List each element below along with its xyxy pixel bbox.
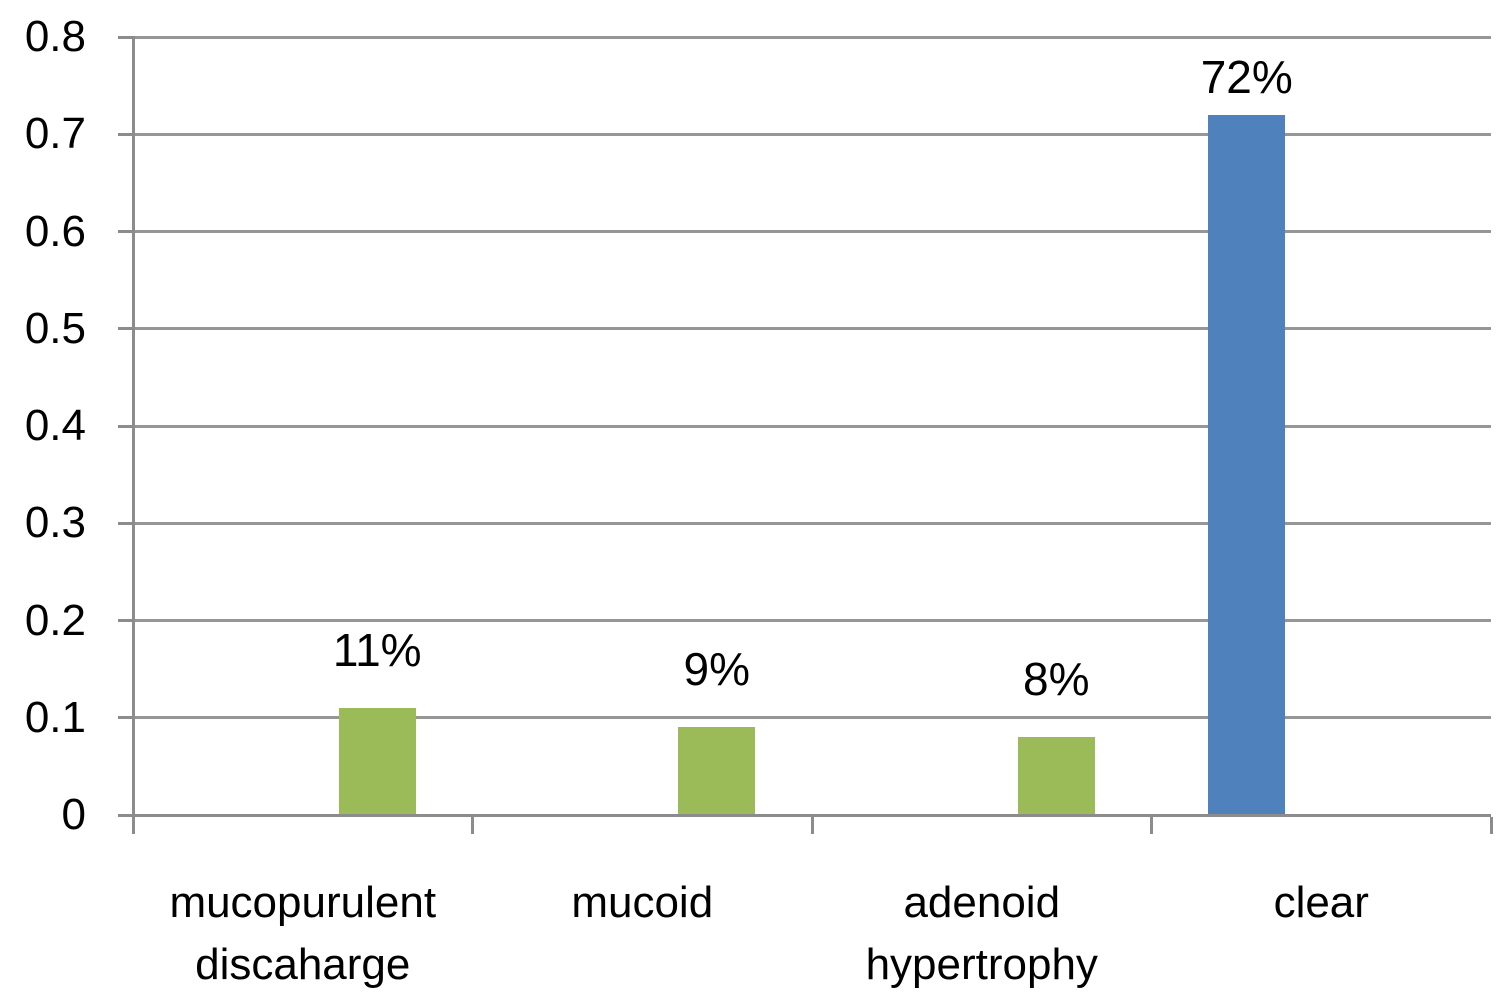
- y-axis-tick: [118, 716, 133, 720]
- x-axis-tick: [131, 816, 135, 834]
- x-category-label-line: mucopurulent: [169, 878, 437, 927]
- x-category-label-line: mucoid: [571, 878, 714, 927]
- y-axis-tick: [118, 521, 133, 525]
- x-axis-line: [118, 813, 1491, 817]
- gridline: [133, 424, 1491, 428]
- y-axis-label: 0.2: [24, 595, 86, 645]
- y-axis-label: 0.6: [24, 206, 86, 256]
- gridline: [133, 35, 1491, 39]
- y-axis-tick: [118, 327, 133, 331]
- x-axis-tick: [810, 816, 814, 834]
- gridline: [133, 230, 1491, 233]
- gridline: [133, 132, 1491, 136]
- gridline: [133, 619, 1491, 622]
- x-axis-tick: [1150, 816, 1153, 834]
- x-category-label: clear: [1101, 872, 1500, 934]
- bar: [338, 708, 416, 815]
- bar-value-label: 9%: [683, 643, 750, 696]
- y-axis-label: 0.7: [24, 109, 86, 159]
- y-axis-label: 0.4: [24, 401, 86, 450]
- y-axis-tick: [118, 619, 133, 622]
- y-axis-tick: [118, 230, 133, 233]
- x-category-label: mucoid: [422, 872, 862, 934]
- y-axis-label: 0.3: [24, 498, 86, 548]
- gridline: [133, 327, 1491, 331]
- y-axis-line: [131, 35, 135, 832]
- gridline: [133, 716, 1491, 720]
- y-axis-label: 0.5: [24, 303, 86, 353]
- y-axis-label: 0.1: [24, 692, 86, 742]
- x-axis-tick: [471, 816, 474, 834]
- y-axis-tick: [118, 424, 133, 428]
- y-axis-label: 0: [61, 790, 86, 839]
- x-category-label-line: clear: [1273, 878, 1369, 927]
- x-axis-tick: [1489, 816, 1493, 834]
- x-category-label-line: hypertrophy: [865, 940, 1098, 989]
- y-axis-tick: [118, 132, 133, 136]
- gridline: [133, 521, 1491, 525]
- bar: [678, 727, 756, 815]
- x-category-label: adenoid hypertrophy: [762, 872, 1202, 996]
- x-category-label: mucopurulent discaharge: [83, 872, 523, 996]
- bar-value-label: 11%: [332, 624, 422, 677]
- x-category-label-line: discaharge: [195, 940, 411, 989]
- bar-value-label: 72%: [1200, 50, 1293, 103]
- bar-value-label: 8%: [1023, 653, 1090, 706]
- bar: [1017, 737, 1095, 815]
- y-axis-label: 0.8: [24, 12, 86, 61]
- y-axis-tick: [118, 35, 133, 39]
- x-category-label-line: adenoid: [903, 878, 1061, 927]
- bar: [1208, 114, 1286, 815]
